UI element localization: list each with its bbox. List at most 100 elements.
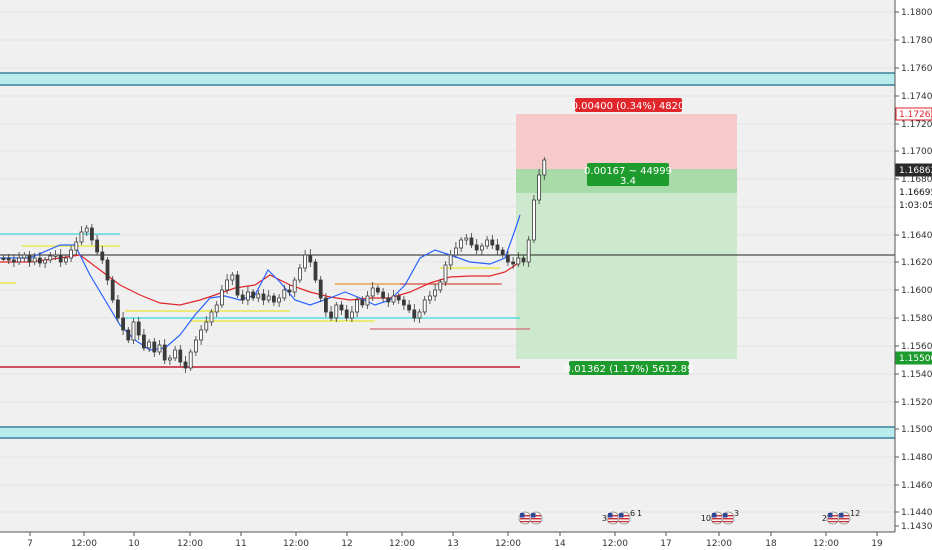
candle[interactable] [199,325,204,345]
candle[interactable] [355,297,360,317]
candle[interactable] [433,284,438,301]
candle[interactable] [511,257,516,269]
candle[interactable] [360,296,365,308]
candle[interactable] [131,318,136,344]
candle[interactable] [526,236,531,267]
candle[interactable] [157,340,162,355]
candle[interactable] [126,327,131,343]
candle[interactable] [6,254,11,264]
candle[interactable] [121,312,125,335]
candle[interactable] [427,291,432,304]
candle[interactable] [292,277,297,297]
candle[interactable] [271,293,276,306]
candle[interactable] [505,251,510,266]
candle[interactable] [370,282,375,301]
candle[interactable] [297,264,302,283]
resistance-zone[interactable] [0,72,895,86]
candle[interactable] [27,251,32,267]
candle[interactable] [459,237,464,252]
candle[interactable] [396,293,401,304]
candle[interactable] [173,346,178,361]
candle[interactable] [282,285,287,301]
candle[interactable] [542,157,547,180]
candle[interactable] [251,289,256,301]
candle[interactable] [152,338,157,357]
candle[interactable] [43,257,47,268]
candle[interactable] [443,261,448,286]
candle[interactable] [308,249,313,267]
candle[interactable] [261,289,266,305]
candle[interactable] [245,286,250,305]
candle[interactable] [391,290,396,305]
entry-label[interactable]: 0.00167 ~ 44999 3.4 [584,163,672,187]
candle[interactable] [64,255,68,265]
support-zone[interactable] [0,426,895,439]
candle[interactable] [32,253,37,265]
candle[interactable] [537,169,541,204]
stop-label[interactable]: 0.01362 (1.17%) 5612.89 [565,361,694,375]
candle[interactable] [375,285,380,295]
candle[interactable] [422,296,427,315]
time-axis[interactable] [0,532,895,550]
target-label[interactable]: 0.00400 (0.34%) 4820 [572,98,685,112]
candle[interactable] [53,250,58,260]
event-marker[interactable] [518,511,543,525]
candle[interactable] [381,288,386,302]
candle[interactable] [230,272,235,285]
candle[interactable] [516,252,521,267]
candle[interactable] [495,239,500,255]
candle[interactable] [469,233,474,248]
candle[interactable] [532,195,536,243]
candle[interactable] [79,226,84,245]
candle[interactable] [219,285,224,308]
candle[interactable] [167,355,172,365]
candle[interactable] [521,255,526,266]
candle[interactable] [318,276,323,302]
candle[interactable] [183,356,188,373]
candle[interactable] [162,339,167,364]
candle[interactable] [407,300,412,313]
candle[interactable] [401,296,406,310]
plot-area[interactable] [0,0,895,532]
candle[interactable] [58,249,63,267]
candle[interactable] [303,250,308,272]
event-marker[interactable]: 2 12 [822,509,860,525]
long-position-tool[interactable] [516,114,737,359]
candle[interactable] [448,250,453,270]
candle[interactable] [235,271,240,298]
candle[interactable] [500,247,505,258]
event-marker[interactable]: 10 3 [701,509,739,525]
candle[interactable] [386,293,391,307]
candle[interactable] [490,235,495,249]
candle[interactable] [48,252,53,263]
candle[interactable] [464,234,469,245]
candlestick-series[interactable] [1,157,547,373]
candle[interactable] [438,279,443,293]
candle[interactable] [474,239,479,254]
candle[interactable] [225,274,230,294]
candle[interactable] [287,284,292,296]
candle[interactable] [100,246,105,264]
candle[interactable] [453,242,458,258]
candle[interactable] [349,306,354,322]
candle[interactable] [204,316,209,333]
candle[interactable] [188,349,193,371]
candle[interactable] [323,293,328,317]
candle[interactable] [365,291,370,309]
candle[interactable] [313,259,318,283]
candle[interactable] [110,276,115,303]
candle[interactable] [417,309,422,323]
candle[interactable] [214,301,219,317]
candle[interactable] [178,345,183,366]
candle[interactable] [256,290,261,302]
candle[interactable] [116,295,120,322]
price-axis[interactable] [895,0,932,550]
candle[interactable] [105,257,110,285]
candle[interactable] [38,252,42,267]
candle[interactable] [344,305,349,321]
candle[interactable] [479,243,484,255]
candle[interactable] [329,306,334,321]
candle[interactable] [412,304,417,322]
candle[interactable] [11,255,16,267]
